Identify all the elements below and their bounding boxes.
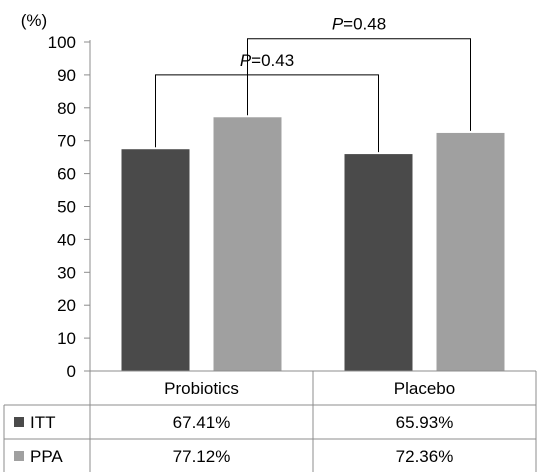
y-unit-label: (%) (21, 11, 47, 30)
y-tick-label: 90 (57, 66, 76, 85)
y-tick-label: 0 (67, 362, 76, 381)
y-tick-label: 40 (57, 230, 76, 249)
y-ticks: 0 10 20 30 40 50 60 70 80 90 100 (48, 33, 90, 381)
category-label: Placebo (394, 379, 455, 398)
category-label: Probiotics (164, 379, 239, 398)
significance-bracket-itt (155, 74, 379, 153)
data-cell: 72.36% (396, 447, 454, 466)
data-cell: 67.41% (173, 413, 231, 432)
bars-group (121, 117, 505, 371)
bar-ppa-placebo (436, 132, 505, 371)
legend-label-itt: ITT (30, 413, 56, 432)
bar-ppa-probiotics (213, 117, 282, 371)
y-tick-label: 80 (57, 99, 76, 118)
y-tick-label: 100 (48, 33, 76, 52)
y-tick-label: 70 (57, 132, 76, 151)
legend-swatch-ppa (14, 451, 24, 461)
y-tick-label: 20 (57, 296, 76, 315)
y-tick-label: 30 (57, 263, 76, 282)
p-value-label-itt: P=0.43 (240, 51, 294, 70)
y-tick-label: 50 (57, 198, 76, 217)
legend-label-ppa: PPA (30, 447, 63, 466)
significance-bracket-ppa (247, 38, 471, 131)
legend-swatch-itt (14, 417, 24, 427)
y-tick-label: 10 (57, 329, 76, 348)
bar-itt-probiotics (121, 149, 190, 371)
bar-itt-placebo (344, 154, 413, 371)
data-cell: 77.12% (173, 447, 231, 466)
significance-brackets: P=0.43 P=0.48 (155, 15, 471, 153)
data-table: Probiotics Placebo ITT 67.41% 65.93% PPA 77.12… (3, 370, 537, 472)
p-value-label-ppa: P=0.48 (332, 15, 386, 34)
y-tick-label: 60 (57, 165, 76, 184)
data-cell: 65.93% (396, 413, 454, 432)
